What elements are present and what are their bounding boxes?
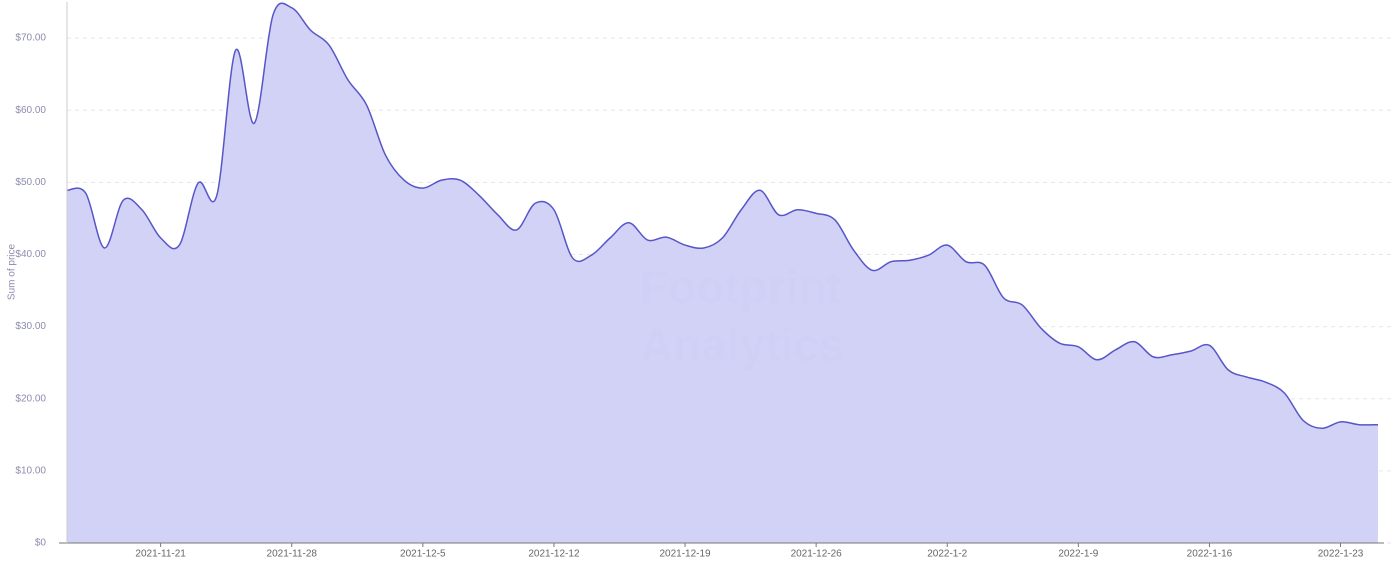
y-tick-label: $70.00: [15, 33, 46, 44]
y-tick-label: $30.00: [15, 321, 46, 332]
x-tick-label: 2021-12-12: [528, 549, 580, 560]
y-tick-label: $50.00: [15, 177, 46, 188]
x-tick-label: 2022-1-23: [1318, 549, 1364, 560]
x-tick-label: 2022-1-9: [1058, 549, 1098, 560]
y-tick-label: $10.00: [15, 466, 46, 477]
y-axis-label: Sum of price: [7, 243, 18, 300]
y-tick-label: $60.00: [15, 105, 46, 116]
x-tick-label: 2021-12-19: [659, 549, 711, 560]
y-tick-label: $20.00: [15, 393, 46, 404]
x-tick-label: 2021-11-28: [267, 549, 318, 560]
x-tick-label: 2022-1-16: [1187, 549, 1233, 560]
x-tick-label: 2021-11-21: [135, 549, 186, 560]
y-tick-label: $0: [35, 538, 47, 549]
x-tick-label: 2021-12-5: [400, 549, 446, 560]
x-tick-label: 2022-1-2: [927, 549, 967, 560]
area: [67, 3, 1378, 544]
line: [66, 2, 1379, 430]
y-tick-label: $40.00: [15, 249, 46, 260]
x-tick-label: 2021-12-26: [791, 549, 843, 560]
